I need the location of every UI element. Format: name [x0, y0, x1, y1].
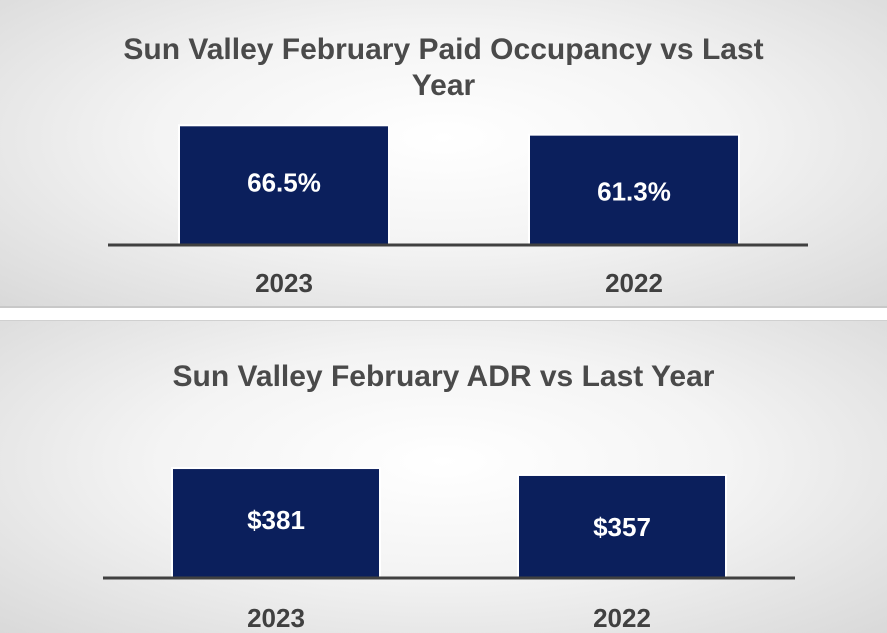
x-tick-label: 2023: [247, 603, 305, 633]
occupancy-bar-chart: 66.5% 2023 61.3% 2022: [108, 124, 808, 298]
chart-title: Sun Valley February ADR vs Last Year: [172, 360, 715, 393]
occ-bar-2022: [528, 133, 740, 246]
x-tick-label: 2023: [255, 268, 313, 298]
bar-value-label: $381: [247, 505, 305, 535]
adr-bar-chart: $381 2023 $357 2022: [103, 467, 795, 633]
x-tick-label: 2022: [605, 268, 663, 298]
bar-value-label: 61.3%: [597, 177, 671, 207]
bar-value-label: 66.5%: [247, 167, 321, 197]
adr-bar-2022: [517, 473, 727, 579]
x-tick-label: 2022: [593, 603, 651, 633]
chart-title: Sun Valley February Paid Occupancy vs La…: [123, 33, 764, 102]
adr-chart-panel: Sun Valley February ADR vs Last Year $38…: [0, 320, 887, 633]
bar-value-label: $357: [593, 512, 651, 542]
occupancy-chart-panel: Sun Valley February Paid Occupancy vs La…: [0, 0, 887, 308]
